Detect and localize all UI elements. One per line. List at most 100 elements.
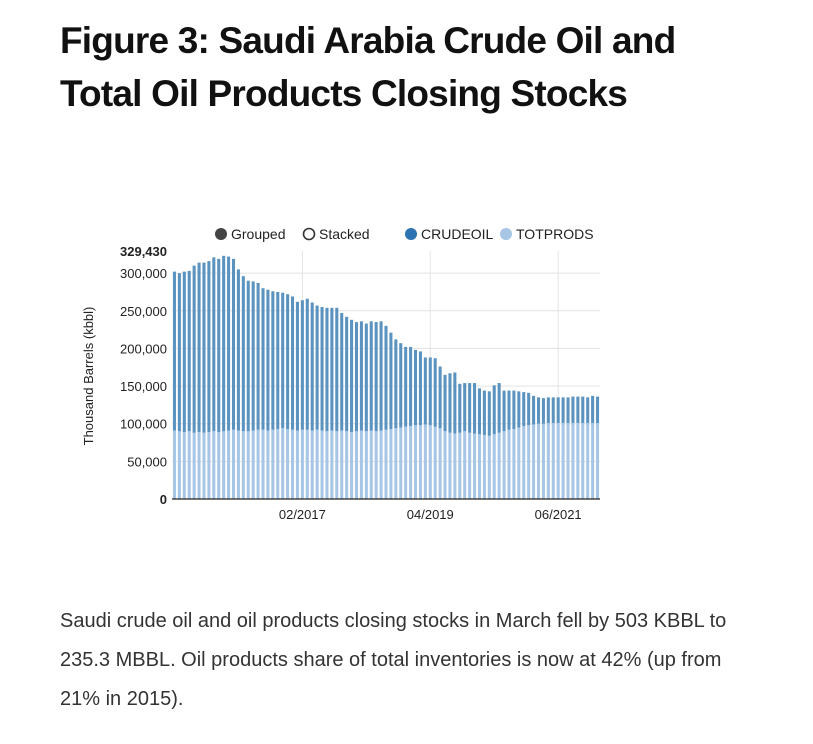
bar-crudeoil[interactable] <box>448 373 452 433</box>
bar-totprods[interactable] <box>261 429 265 499</box>
bar-crudeoil[interactable] <box>379 321 383 431</box>
bar-crudeoil[interactable] <box>541 398 545 424</box>
bar-crudeoil[interactable] <box>404 346 408 427</box>
bar-totprods[interactable] <box>556 422 560 499</box>
bar-totprods[interactable] <box>276 428 280 499</box>
bar-crudeoil[interactable] <box>207 261 211 432</box>
bar-totprods[interactable] <box>561 422 565 499</box>
bar-totprods[interactable] <box>197 431 201 499</box>
bar-crudeoil[interactable] <box>246 280 250 432</box>
bar-totprods[interactable] <box>389 428 393 499</box>
bar-crudeoil[interactable] <box>256 282 260 430</box>
bar-crudeoil[interactable] <box>197 262 201 432</box>
bar-totprods[interactable] <box>522 425 526 499</box>
legend-crudeoil-item[interactable]: CRUDEOIL <box>405 226 494 242</box>
bar-crudeoil[interactable] <box>231 258 236 430</box>
bar-crudeoil[interactable] <box>261 288 265 430</box>
bar-totprods[interactable] <box>591 422 595 499</box>
bar-totprods[interactable] <box>212 431 216 499</box>
bar-crudeoil[interactable] <box>413 349 418 426</box>
bar-crudeoil[interactable] <box>305 298 309 430</box>
bar-crudeoil[interactable] <box>350 319 354 432</box>
bar-totprods[interactable] <box>231 429 236 499</box>
bar-totprods[interactable] <box>541 423 545 499</box>
bar-crudeoil[interactable] <box>330 307 334 431</box>
bar-totprods[interactable] <box>222 431 226 499</box>
bar-crudeoil[interactable] <box>591 395 595 423</box>
bar-crudeoil[interactable] <box>492 385 496 435</box>
bar-crudeoil[interactable] <box>241 276 245 432</box>
bar-crudeoil[interactable] <box>291 296 295 430</box>
bar-totprods[interactable] <box>330 430 334 499</box>
bar-totprods[interactable] <box>482 435 486 499</box>
bar-crudeoil[interactable] <box>345 316 349 432</box>
bar-crudeoil[interactable] <box>286 294 290 429</box>
bar-crudeoil[interactable] <box>236 269 240 431</box>
bar-crudeoil[interactable] <box>497 383 501 433</box>
bar-totprods[interactable] <box>207 431 211 499</box>
bar-crudeoil[interactable] <box>320 307 324 431</box>
bar-crudeoil[interactable] <box>212 257 216 432</box>
bar-totprods[interactable] <box>236 430 240 499</box>
bar-crudeoil[interactable] <box>433 358 437 427</box>
bar-crudeoil[interactable] <box>463 383 467 432</box>
bar-crudeoil[interactable] <box>389 332 393 429</box>
bar-totprods[interactable] <box>192 432 196 499</box>
bar-totprods[interactable] <box>335 431 339 499</box>
bar-crudeoil[interactable] <box>546 397 550 423</box>
bar-totprods[interactable] <box>182 431 186 499</box>
bar-totprods[interactable] <box>315 429 319 499</box>
bar-crudeoil[interactable] <box>473 383 477 434</box>
bar-totprods[interactable] <box>492 434 496 499</box>
bar-totprods[interactable] <box>246 431 250 499</box>
bar-totprods[interactable] <box>477 434 481 499</box>
bar-totprods[interactable] <box>413 425 418 499</box>
bar-totprods[interactable] <box>359 430 363 499</box>
bar-totprods[interactable] <box>374 431 378 499</box>
bar-crudeoil[interactable] <box>423 357 427 425</box>
bar-totprods[interactable] <box>310 430 314 499</box>
bar-crudeoil[interactable] <box>482 390 486 436</box>
bar-totprods[interactable] <box>369 430 373 499</box>
bar-crudeoil[interactable] <box>227 256 231 431</box>
bar-crudeoil[interactable] <box>517 391 521 428</box>
bar-totprods[interactable] <box>354 431 359 499</box>
bar-totprods[interactable] <box>517 427 521 499</box>
bar-totprods[interactable] <box>428 425 432 499</box>
bar-totprods[interactable] <box>384 429 388 499</box>
bar-totprods[interactable] <box>433 426 437 499</box>
bar-crudeoil[interactable] <box>458 383 462 433</box>
bar-totprods[interactable] <box>527 425 531 499</box>
bar-totprods[interactable] <box>586 422 590 499</box>
bar-totprods[interactable] <box>281 428 285 499</box>
bar-crudeoil[interactable] <box>271 291 275 430</box>
bar-totprods[interactable] <box>551 422 555 499</box>
bar-totprods[interactable] <box>502 431 506 499</box>
bar-totprods[interactable] <box>536 423 541 499</box>
bar-totprods[interactable] <box>497 432 501 499</box>
bar-totprods[interactable] <box>448 432 452 499</box>
bar-totprods[interactable] <box>379 430 383 499</box>
grouped-radio-icon[interactable] <box>215 228 227 240</box>
bar-crudeoil[interactable] <box>217 258 221 432</box>
bar-crudeoil[interactable] <box>453 372 457 434</box>
bar-crudeoil[interactable] <box>325 307 329 432</box>
bar-crudeoil[interactable] <box>369 321 373 431</box>
bar-totprods[interactable] <box>571 422 575 499</box>
bar-crudeoil[interactable] <box>222 255 226 432</box>
bar-totprods[interactable] <box>596 422 600 499</box>
bar-totprods[interactable] <box>300 429 304 499</box>
bar-crudeoil[interactable] <box>507 390 511 430</box>
bar-totprods[interactable] <box>507 429 511 499</box>
bar-totprods[interactable] <box>438 428 442 499</box>
stacked-radio-icon[interactable] <box>302 227 316 241</box>
bar-totprods[interactable] <box>404 426 408 499</box>
bar-crudeoil[interactable] <box>551 397 555 423</box>
bar-totprods[interactable] <box>286 428 290 499</box>
bar-totprods[interactable] <box>394 428 398 499</box>
bar-crudeoil[interactable] <box>409 346 413 426</box>
bar-totprods[interactable] <box>418 425 422 499</box>
bar-totprods[interactable] <box>453 433 457 499</box>
bar-totprods[interactable] <box>350 431 354 499</box>
bar-totprods[interactable] <box>177 431 181 499</box>
